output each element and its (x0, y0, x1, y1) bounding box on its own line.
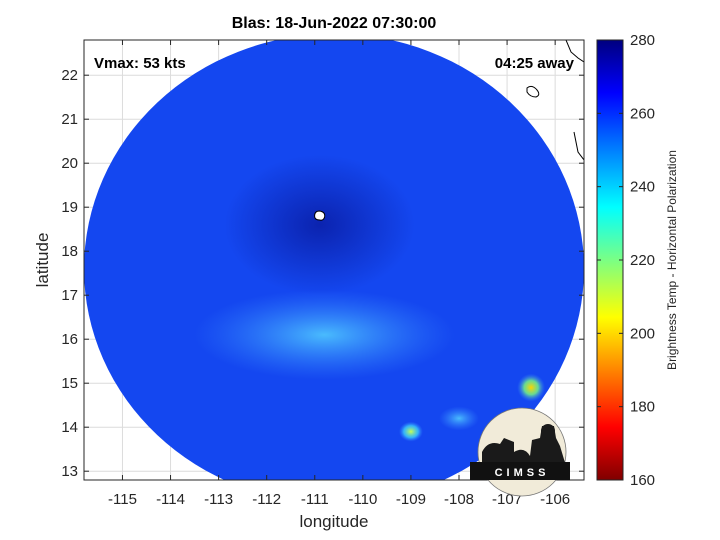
feature-warm-spot-south (398, 421, 423, 442)
y-tick-label: 21 (61, 111, 78, 128)
x-tick-label: -109 (396, 491, 426, 508)
y-axis-label: latitude (33, 233, 52, 288)
plot-frame (83, 39, 585, 481)
colorbar: 160 180 200 220 240 260 280 Brightness Temp - … (596, 32, 679, 489)
colorbar-tick-label: 160 (630, 472, 655, 489)
feature-cold-eye (224, 154, 415, 295)
x-tick-label: -114 (156, 491, 185, 508)
y-axis: 13 14 15 16 17 18 19 20 21 22 (61, 67, 584, 480)
logo-banner (470, 462, 570, 480)
x-tick-label: -106 (540, 491, 570, 508)
x-axis-label: longitude (299, 512, 368, 531)
y-tick-label: 20 (61, 155, 78, 172)
y-tick-label: 14 (61, 419, 78, 436)
feature-warm-spot-east (517, 373, 546, 402)
feature-warm-spot-sw (439, 406, 479, 431)
colorbar-gradient (596, 39, 624, 481)
logo-tower-top (541, 424, 555, 438)
y-tick-label: 13 (61, 463, 78, 480)
colorbar-tick-label: 280 (630, 32, 655, 49)
island-outline (526, 85, 540, 98)
cimss-logo: CIMSS (470, 407, 570, 497)
colorbar-ticks: 160 180 200 220 240 260 280 (597, 32, 655, 489)
y-tick-label: 18 (61, 243, 78, 260)
colorbar-tick-label: 220 (630, 252, 655, 269)
colorbar-tick-label: 260 (630, 105, 655, 122)
storm-center-marker (314, 210, 326, 221)
time-away-annotation: 04:25 away (495, 55, 575, 72)
x-tick-label: -108 (444, 491, 474, 508)
logo-text: CIMSS (495, 467, 550, 479)
vmax-annotation: Vmax: 53 kts (94, 55, 186, 72)
x-axis: -115 -114 -113 -112 -111 -110 -109 -108 -107 -106 (108, 40, 570, 508)
y-tick-label: 19 (61, 199, 78, 216)
plot-area: -115 -114 -113 -112 -111 -110 -109 -108 -107 -106… (61, 39, 585, 508)
colorbar-label: Brightness Temp - Horizontal Polarizatio… (665, 150, 679, 370)
feature-warm-band (194, 289, 455, 380)
y-tick-label: 16 (61, 331, 78, 348)
colorbar-tick-label: 180 (630, 399, 655, 416)
y-tick-label: 15 (61, 375, 78, 392)
swath-features (194, 154, 546, 442)
y-tick-label: 22 (61, 67, 78, 84)
chart-title: Blas: 18-Jun-2022 07:30:00 (232, 15, 437, 32)
colorbar-tick-label: 240 (630, 179, 655, 196)
x-tick-label: -113 (204, 491, 233, 508)
x-tick-label: -111 (301, 491, 329, 508)
coastline (565, 40, 584, 161)
x-tick-label: -115 (108, 491, 137, 508)
x-tick-label: -110 (348, 491, 377, 508)
x-tick-label: -112 (252, 491, 281, 508)
colorbar-tick-label: 200 (630, 325, 655, 342)
storm-center-outline (314, 210, 326, 221)
y-tick-label: 17 (61, 287, 78, 304)
